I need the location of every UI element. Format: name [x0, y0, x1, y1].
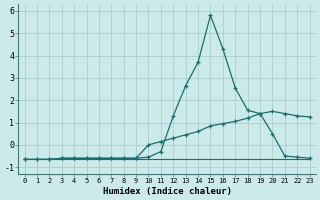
- X-axis label: Humidex (Indice chaleur): Humidex (Indice chaleur): [103, 187, 232, 196]
